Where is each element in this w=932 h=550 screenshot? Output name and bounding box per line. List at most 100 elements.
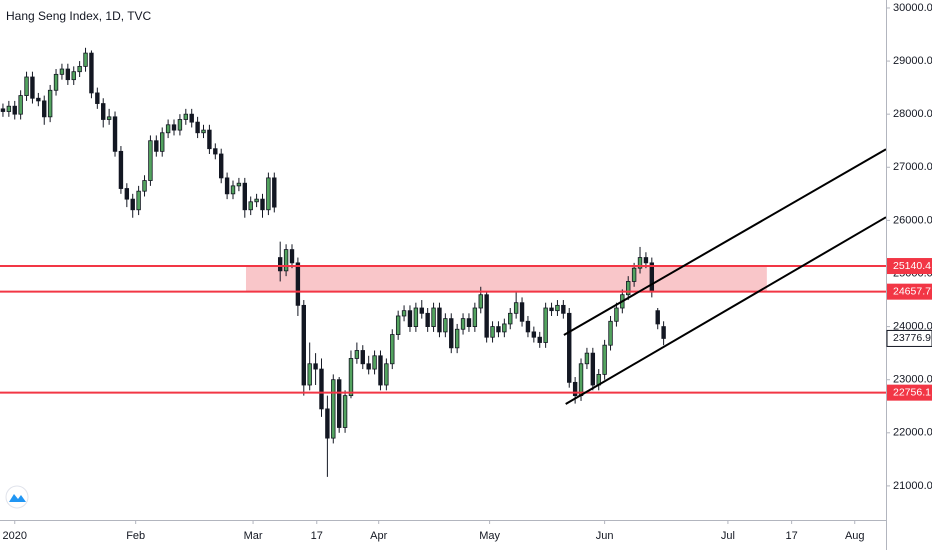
candle-body bbox=[643, 257, 649, 264]
candle-body bbox=[12, 105, 17, 115]
candle-body bbox=[584, 352, 590, 365]
x-tick-label: Jun bbox=[596, 530, 614, 542]
candle-body bbox=[472, 307, 478, 327]
x-tick-label: 2020 bbox=[3, 530, 27, 542]
candle-body bbox=[567, 312, 572, 383]
candle-body bbox=[124, 188, 130, 200]
candle-body bbox=[207, 129, 212, 150]
candle-body bbox=[637, 257, 643, 269]
candle-body bbox=[649, 262, 655, 293]
x-tick-label: Jul bbox=[721, 530, 735, 542]
candle-body bbox=[183, 113, 189, 120]
candle-body bbox=[295, 262, 301, 306]
candle-body bbox=[525, 320, 531, 333]
candle-body bbox=[496, 326, 501, 333]
candle-body bbox=[277, 257, 283, 272]
candle-body bbox=[53, 73, 59, 91]
level-label: 22756.1 bbox=[893, 386, 931, 398]
candle-body bbox=[42, 100, 47, 118]
logo bbox=[5, 485, 29, 509]
candle-body bbox=[313, 363, 318, 370]
plot-area bbox=[0, 47, 887, 477]
candle-body bbox=[425, 312, 430, 327]
y-tick-label: 28000.0 bbox=[893, 108, 932, 120]
candle-body bbox=[378, 355, 383, 386]
candle-body bbox=[549, 307, 554, 312]
candle-body bbox=[325, 408, 330, 439]
candle-body bbox=[30, 76, 35, 99]
candle-body bbox=[89, 52, 94, 94]
candle-body bbox=[47, 89, 53, 118]
candle-body bbox=[395, 315, 401, 335]
candle-body bbox=[95, 92, 100, 104]
candle-body bbox=[555, 304, 560, 312]
zone bbox=[245, 266, 767, 292]
candle-body bbox=[484, 294, 489, 338]
candle-body bbox=[407, 310, 413, 327]
x-tick-label: 17 bbox=[785, 530, 797, 542]
candle-body bbox=[490, 326, 495, 338]
candle-body bbox=[224, 177, 230, 195]
candle-body bbox=[160, 132, 165, 152]
y-tick-label: 30000.0 bbox=[893, 2, 932, 14]
candle-body bbox=[77, 65, 82, 73]
candle-body bbox=[165, 124, 171, 134]
candle-body bbox=[631, 267, 637, 282]
candle-body bbox=[272, 177, 277, 208]
candle-body bbox=[59, 68, 65, 75]
x-tick-label: Feb bbox=[126, 530, 145, 542]
candle-body bbox=[431, 307, 436, 327]
candle-body bbox=[112, 116, 118, 152]
candle-body bbox=[319, 368, 324, 410]
candle-body bbox=[24, 76, 29, 96]
candle-body bbox=[537, 336, 542, 343]
x-tick-label: 17 bbox=[311, 530, 323, 542]
candle-body bbox=[466, 318, 472, 327]
level-label-box bbox=[887, 258, 932, 275]
candle-body bbox=[154, 140, 159, 152]
candle-body bbox=[236, 182, 242, 187]
candle-body bbox=[142, 180, 147, 192]
candle-body bbox=[614, 307, 619, 322]
y-tick-label: 21000.0 bbox=[893, 480, 932, 492]
candle-body bbox=[36, 97, 41, 102]
candle-body bbox=[401, 310, 407, 317]
candle-body bbox=[266, 177, 271, 211]
candle-body bbox=[572, 381, 578, 397]
candle-body bbox=[437, 307, 442, 333]
candle-body bbox=[561, 304, 566, 314]
candle-body bbox=[342, 395, 348, 428]
candle-body bbox=[18, 95, 23, 115]
candle-body bbox=[449, 318, 454, 349]
candle-body bbox=[366, 363, 371, 370]
candle-body bbox=[443, 318, 448, 333]
candle-body bbox=[106, 116, 112, 120]
candle-body bbox=[336, 379, 342, 428]
candle-body bbox=[260, 198, 265, 211]
candle-body bbox=[0, 108, 6, 112]
x-tick-label: Aug bbox=[845, 530, 865, 542]
candle-body bbox=[65, 68, 71, 81]
candle-body bbox=[508, 312, 513, 325]
candle-body bbox=[83, 52, 88, 67]
candle-body bbox=[454, 328, 460, 349]
candle-body bbox=[413, 307, 419, 327]
candle-body bbox=[519, 302, 525, 322]
candle-body bbox=[230, 185, 236, 195]
candle-body bbox=[6, 105, 12, 112]
chart-title: Hang Seng Index, 1D, TVC bbox=[6, 9, 152, 23]
candle-body bbox=[502, 323, 507, 333]
candle-body bbox=[71, 71, 76, 81]
y-tick-label: 26000.0 bbox=[893, 214, 932, 226]
candle-body bbox=[148, 140, 153, 181]
y-tick-label: 29000.0 bbox=[893, 55, 932, 67]
candle-body bbox=[118, 150, 124, 189]
candle-body bbox=[130, 198, 135, 211]
candle-body bbox=[171, 124, 177, 131]
candle-body bbox=[307, 363, 312, 386]
candle-body bbox=[101, 103, 106, 120]
candle-body bbox=[189, 113, 194, 123]
candle-body bbox=[602, 344, 607, 375]
candle-body bbox=[655, 310, 660, 325]
y-tick-label: 24000.0 bbox=[893, 320, 932, 332]
